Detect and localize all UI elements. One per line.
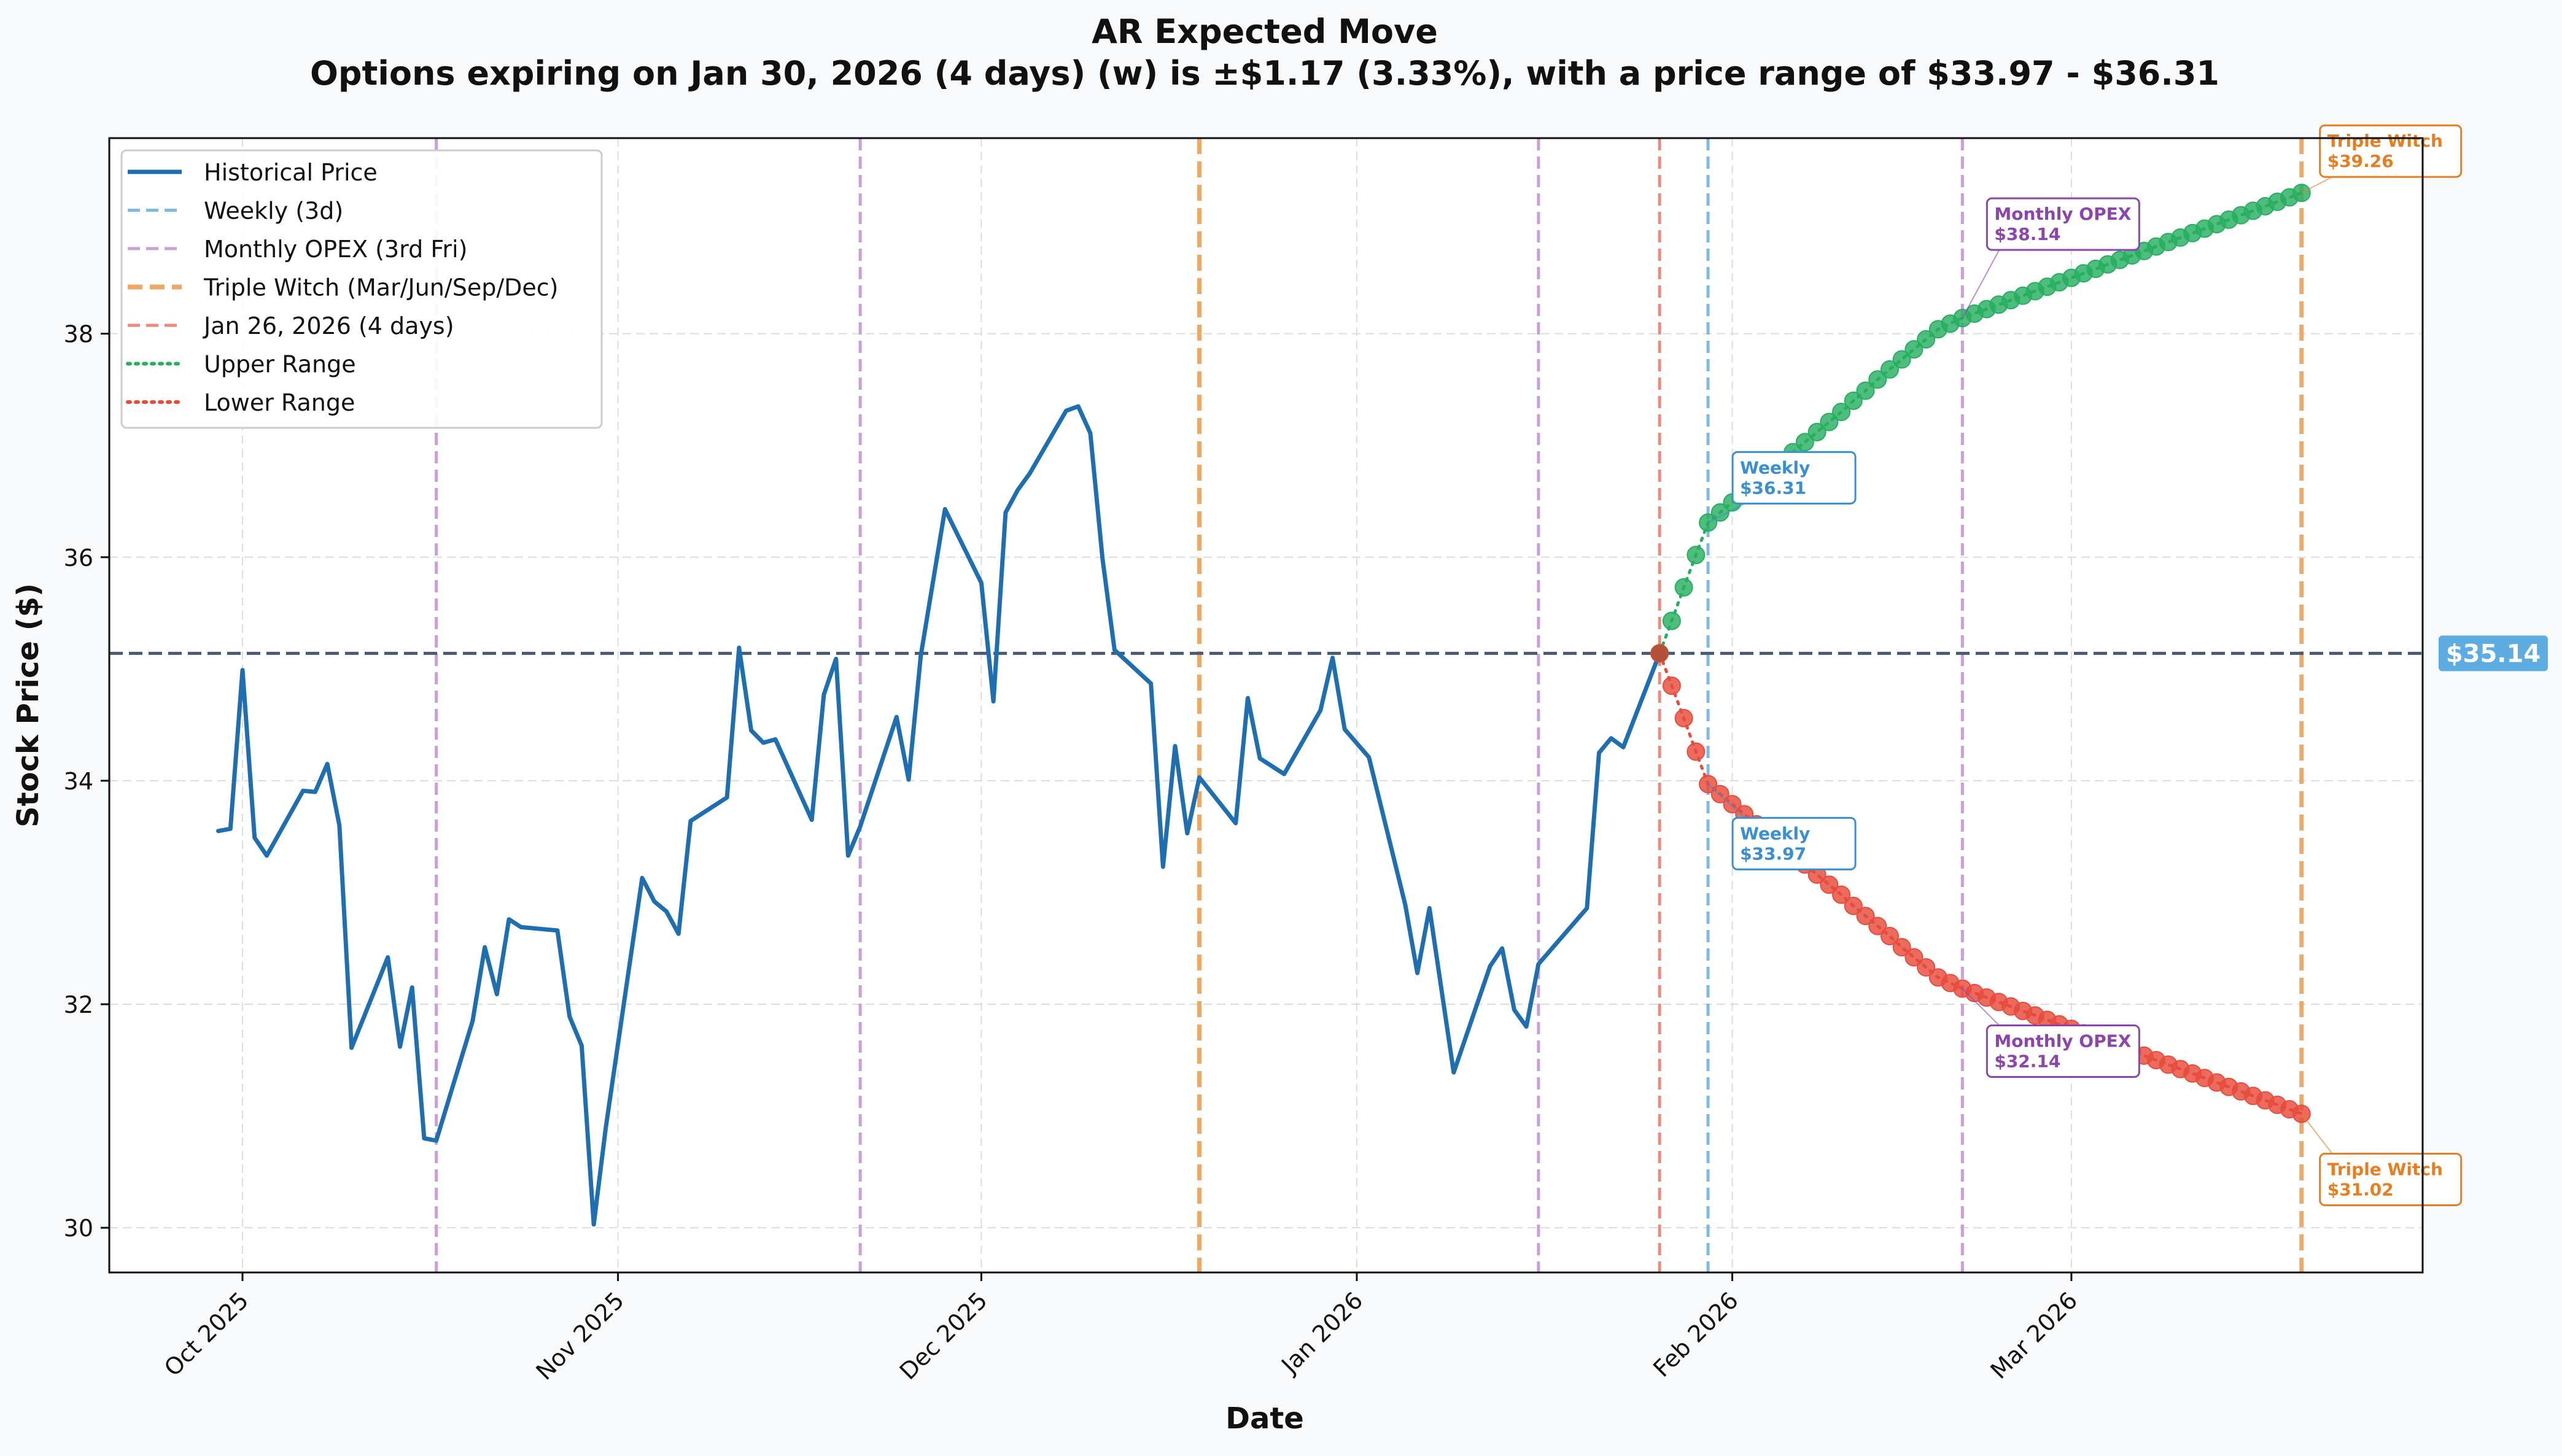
annotation-value: $31.02 xyxy=(2327,1179,2394,1199)
annotation-title: Monthly OPEX xyxy=(1994,1031,2131,1051)
annotation-leader xyxy=(2301,176,2333,194)
annotation-triple-lower: Triple Witch$31.02 xyxy=(2300,1113,2463,1206)
annotation-leader xyxy=(1707,783,1745,819)
annotation-box xyxy=(1731,451,1857,505)
upper-range-point xyxy=(1832,403,1851,422)
annotation-title: Triple Witch xyxy=(2327,1159,2443,1179)
lower-range-point xyxy=(1662,676,1681,695)
upper-range-point xyxy=(1844,391,1863,410)
legend-item-label: Monthly OPEX (3rd Fri) xyxy=(204,236,467,263)
annotation-box xyxy=(2319,1152,2463,1206)
y-axis: 30 32 34 36 38 xyxy=(64,321,109,1242)
annotation-value: $39.26 xyxy=(2327,151,2394,171)
legend-item-label: Historical Price xyxy=(204,159,378,186)
annotation-title: Triple Witch xyxy=(2327,131,2443,151)
upper-range-point xyxy=(1880,360,1899,379)
legend: Historical Price Weekly (3d) Monthly OPEX … xyxy=(120,149,603,429)
current-price-label: $35.14 xyxy=(2446,640,2541,668)
annotation-title: Weekly xyxy=(1740,823,1810,843)
lower-range-point xyxy=(1856,907,1875,926)
annotation-box xyxy=(1986,1024,2140,1078)
annotation-value: $33.97 xyxy=(1740,843,1806,864)
y-tick-label: 34 xyxy=(64,768,93,795)
chart-title: AR Expected Move xyxy=(1092,12,1438,51)
annotation-weekly-upper: Weekly$36.31 xyxy=(1707,451,1857,524)
upper-range-point xyxy=(1917,330,1936,349)
legend-box xyxy=(120,149,603,429)
upper-range-point xyxy=(1856,381,1875,400)
annotation-monthly-lower: Monthly OPEX$32.14 xyxy=(1962,988,2140,1078)
upper-range-point xyxy=(1687,546,1706,565)
y-axis-label: Stock Price ($) xyxy=(11,583,45,827)
y-tick-label: 36 xyxy=(64,544,93,571)
lower-range-point xyxy=(1723,795,1742,814)
annotation-leader xyxy=(2300,1113,2333,1155)
lower-range-point xyxy=(1844,896,1863,915)
lower-range-point xyxy=(1832,885,1851,904)
lower-range-point xyxy=(1892,938,1911,957)
y-tick-label: 38 xyxy=(64,321,93,348)
annotation-leader xyxy=(1962,988,2000,1026)
legend-item-label: Jan 26, 2026 (4 days) xyxy=(203,312,454,339)
lower-range-point xyxy=(1820,875,1839,894)
plot-frame xyxy=(108,137,2424,1274)
annotation-leader xyxy=(1707,503,1745,524)
upper-range-point xyxy=(1820,412,1839,432)
current-price-badge: $35.14 xyxy=(2439,635,2548,672)
legend-item-label: Upper Range xyxy=(204,351,356,378)
annotation-weekly-lower: Weekly$33.97 xyxy=(1707,783,1857,870)
lower-range-point xyxy=(1868,916,1887,935)
y-tick-label: 32 xyxy=(64,991,93,1018)
annotation-value: $38.14 xyxy=(1994,224,2060,244)
lower-range-point xyxy=(1687,742,1706,761)
upper-range-point xyxy=(1674,578,1693,597)
annotation-title: Weekly xyxy=(1740,457,1810,478)
upper-range-point xyxy=(1892,350,1911,369)
current-price-point xyxy=(1651,645,1669,662)
chart-subtitle: Options expiring on Jan 30, 2026 (4 days… xyxy=(310,54,2219,93)
upper-range-point xyxy=(1795,433,1814,452)
legend-item-label: Lower Range xyxy=(204,389,355,416)
annotation-box xyxy=(1986,197,2140,251)
annotation-value: $32.14 xyxy=(1994,1051,2060,1072)
lower-range-point xyxy=(1904,948,1923,967)
upper-range-point xyxy=(1904,340,1923,359)
y-tick-label: 30 xyxy=(64,1215,93,1242)
upper-range-point xyxy=(1662,611,1681,630)
legend-item-label: Triple Witch (Mar/Jun/Sep/Dec) xyxy=(203,274,558,301)
annotation-box xyxy=(1731,816,1857,870)
series-historical-price xyxy=(216,404,1662,1227)
annotation-leader xyxy=(1962,249,2000,319)
legend-item-label: Weekly (3d) xyxy=(204,198,343,225)
annotation-monthly-upper: Monthly OPEX$38.14 xyxy=(1962,197,2140,319)
upper-range-point xyxy=(1807,422,1826,441)
lower-range-point xyxy=(1880,926,1899,945)
current-price-badge-box xyxy=(2439,635,2548,672)
lower-range-point xyxy=(1674,708,1693,727)
annotation-value: $36.31 xyxy=(1740,478,1806,498)
annotation-title: Monthly OPEX xyxy=(1994,204,2131,224)
x-axis-label: Date xyxy=(1225,1401,1304,1436)
lower-range-point xyxy=(1917,958,1936,977)
upper-range-point xyxy=(1868,370,1887,389)
